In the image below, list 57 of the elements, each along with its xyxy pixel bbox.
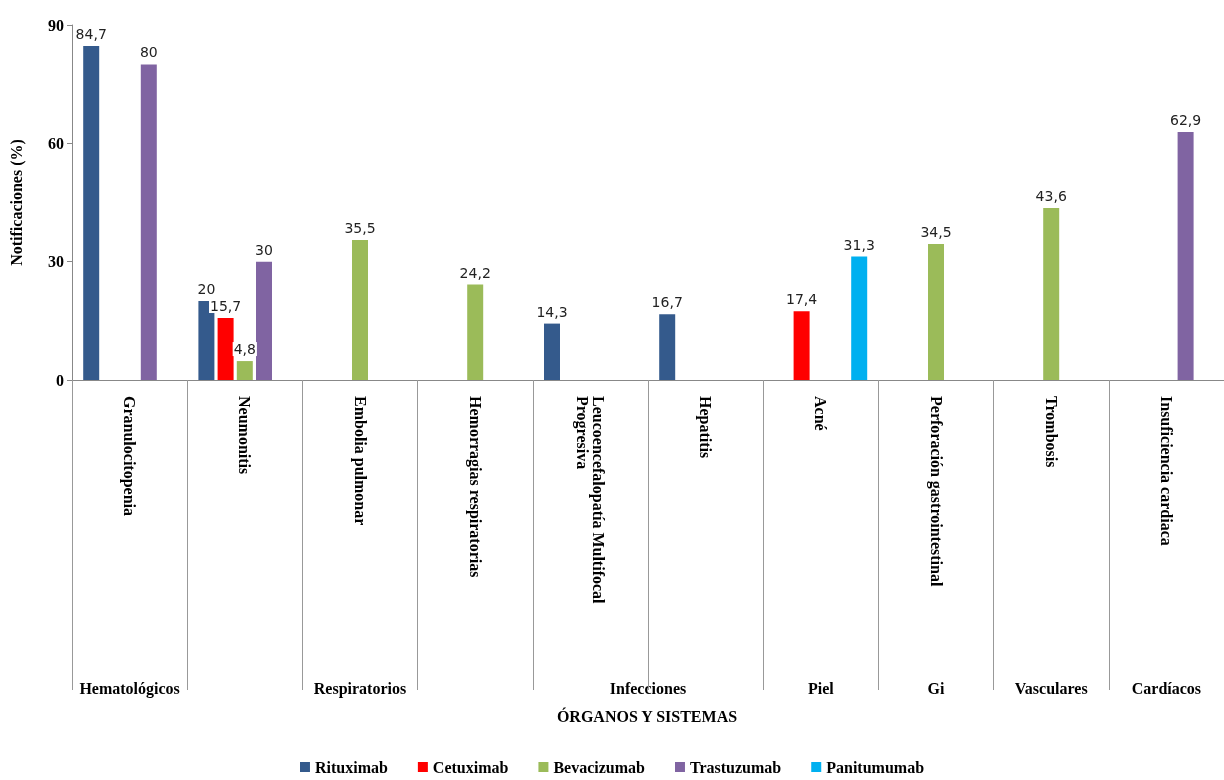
bar [256, 261, 272, 380]
data-label: 30 [255, 241, 273, 258]
legend-label: Trastuzumab [689, 758, 782, 776]
bar [83, 45, 100, 380]
bar [544, 323, 560, 380]
data-label: 31,3 [843, 236, 875, 253]
bar [659, 314, 676, 380]
bar [467, 284, 484, 380]
x-tick-label: Hemorragias respiratorias [465, 396, 484, 578]
text: Gi [927, 679, 945, 697]
text: Infecciones [609, 679, 687, 697]
x-tick-label: Embolia pulmonar [350, 396, 369, 526]
y-tick-label: 0 [56, 371, 64, 389]
data-label: 84,7 [75, 25, 107, 42]
x-tick-label: Neumonitis [236, 396, 254, 475]
text: Piel [807, 679, 835, 697]
data-label: 34,5 [920, 223, 952, 240]
text: Vasculares [1014, 679, 1088, 697]
x-tick-label: Granulocitopenia [120, 396, 139, 517]
data-label: 35,5 [344, 219, 376, 236]
x-tick-label: Acné [812, 396, 830, 431]
bar [928, 243, 944, 380]
text: Respiratorios [313, 679, 407, 698]
x-tick-label: Perforación gastrointestinal [926, 396, 945, 587]
bar [1043, 208, 1060, 380]
bar [217, 318, 234, 380]
y-tick-label: 90 [48, 16, 64, 34]
legend-label: Cetuximab [432, 758, 509, 776]
data-label: 17,4 [786, 291, 818, 308]
legend-label: Panitumumab [826, 758, 925, 776]
y-tick-label: 30 [48, 253, 64, 271]
x-tick-label: Insuficiencia cardiaca [1157, 396, 1175, 546]
x-tick-label: Hepatitis [696, 396, 715, 459]
bar [1177, 131, 1194, 380]
data-label: 43,6 [1035, 188, 1067, 205]
y-tick-label: 60 [48, 134, 64, 152]
data-label: 24,2 [459, 264, 491, 281]
bar [793, 311, 810, 380]
y-axis-title: Notificaciones (%) [7, 139, 26, 266]
text: ÓRGANOS Y SISTEMAS [556, 706, 738, 725]
data-label: 20 [197, 281, 216, 298]
data-label: 15,7 [210, 298, 242, 315]
bar [236, 361, 253, 380]
x-tick-label: Trombosis [1042, 396, 1060, 468]
bar [140, 64, 157, 380]
data-label: 80 [139, 44, 158, 61]
data-label: 62,9 [1170, 111, 1202, 128]
text: Hematológicos [79, 679, 180, 698]
legend-label: Bevacizumab [553, 758, 646, 776]
text: Cardíacos [1131, 679, 1202, 697]
legend-label: Rituximab [314, 758, 388, 776]
data-label: 16,7 [651, 294, 683, 311]
data-label: 14,3 [536, 303, 568, 320]
bar [851, 256, 868, 380]
data-label: 4,8 [233, 341, 256, 358]
x-tick-label: Leucoencefalopatía Multifocal Progresiva [572, 396, 607, 608]
bar [352, 239, 368, 380]
